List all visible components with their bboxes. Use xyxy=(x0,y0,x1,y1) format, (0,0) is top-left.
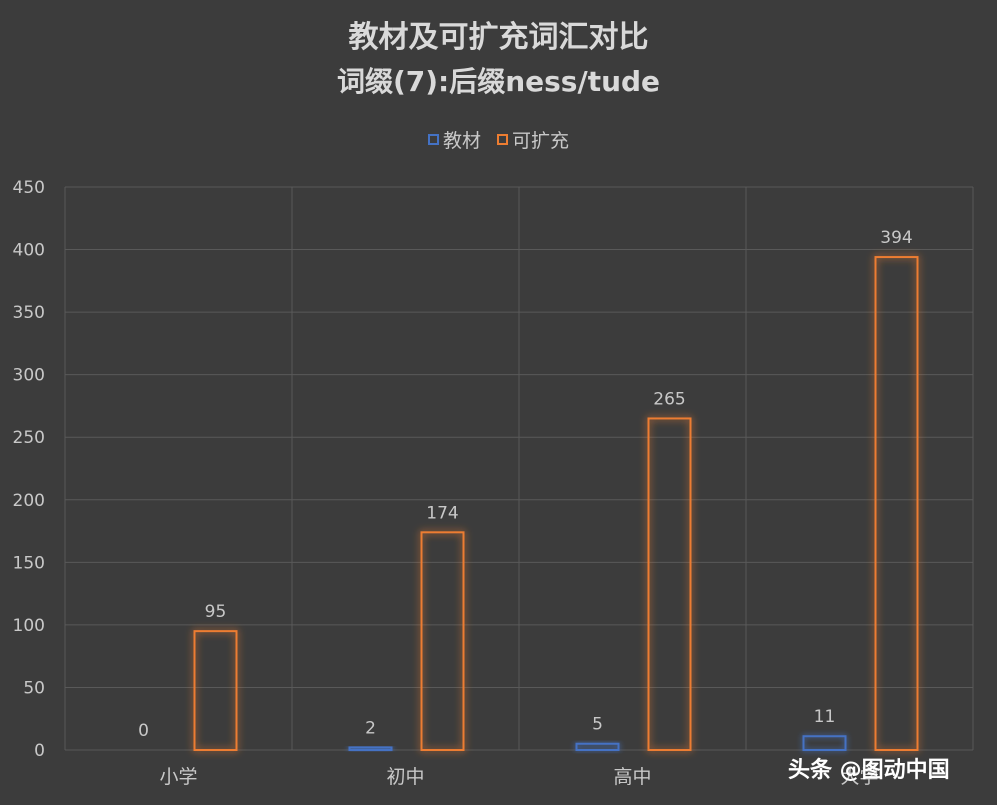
data-label: 0 xyxy=(138,721,149,741)
bar xyxy=(575,742,620,752)
data-label: 394 xyxy=(880,228,912,248)
chart-subtitle: 词缀(7):后缀ness/tude xyxy=(336,65,661,98)
data-label: 174 xyxy=(426,503,458,523)
bars xyxy=(193,256,919,752)
y-tick-label: 250 xyxy=(13,428,45,448)
bar xyxy=(802,735,847,752)
bar xyxy=(874,256,919,751)
chart-title: 教材及可扩充词汇对比 xyxy=(348,20,649,55)
x-tick-label: 初中 xyxy=(386,766,424,788)
watermark: 头条 @图动中国 xyxy=(788,758,950,783)
y-tick-label: 350 xyxy=(13,303,45,323)
legend-label-expandable: 可扩充 xyxy=(512,130,570,152)
y-tick-label: 400 xyxy=(13,241,45,261)
data-label: 2 xyxy=(365,718,376,738)
x-tick-label: 小学 xyxy=(159,766,197,788)
y-tick-label: 200 xyxy=(13,491,45,511)
legend-label-textbook: 教材 xyxy=(442,130,481,152)
bar xyxy=(420,531,465,751)
bar xyxy=(348,746,393,752)
bar xyxy=(647,417,692,751)
legend-item-textbook: 教材 xyxy=(427,126,481,153)
data-label: 5 xyxy=(592,715,603,735)
x-tick-label: 高中 xyxy=(613,766,651,788)
legend-swatch-textbook xyxy=(427,134,439,145)
y-tick-label: 300 xyxy=(13,366,45,386)
legend-swatch-expandable xyxy=(497,134,508,145)
grid xyxy=(64,186,974,751)
data-label: 95 xyxy=(205,602,227,622)
data-label: 265 xyxy=(653,389,685,409)
x-tick-label: 大学 xyxy=(840,766,878,788)
legend: 教材 可扩充 xyxy=(0,126,997,153)
y-tick-label: 450 xyxy=(13,178,45,198)
y-tick-label: 150 xyxy=(13,553,45,573)
y-tick-label: 0 xyxy=(34,741,45,761)
y-tick-label: 100 xyxy=(13,616,45,636)
y-tick-label: 50 xyxy=(23,678,45,698)
data-labels: 0 2 5 11 95 174 265 394 xyxy=(138,228,913,741)
legend-item-expandable: 可扩充 xyxy=(497,126,569,153)
bar xyxy=(193,630,238,752)
data-label: 11 xyxy=(814,707,836,727)
